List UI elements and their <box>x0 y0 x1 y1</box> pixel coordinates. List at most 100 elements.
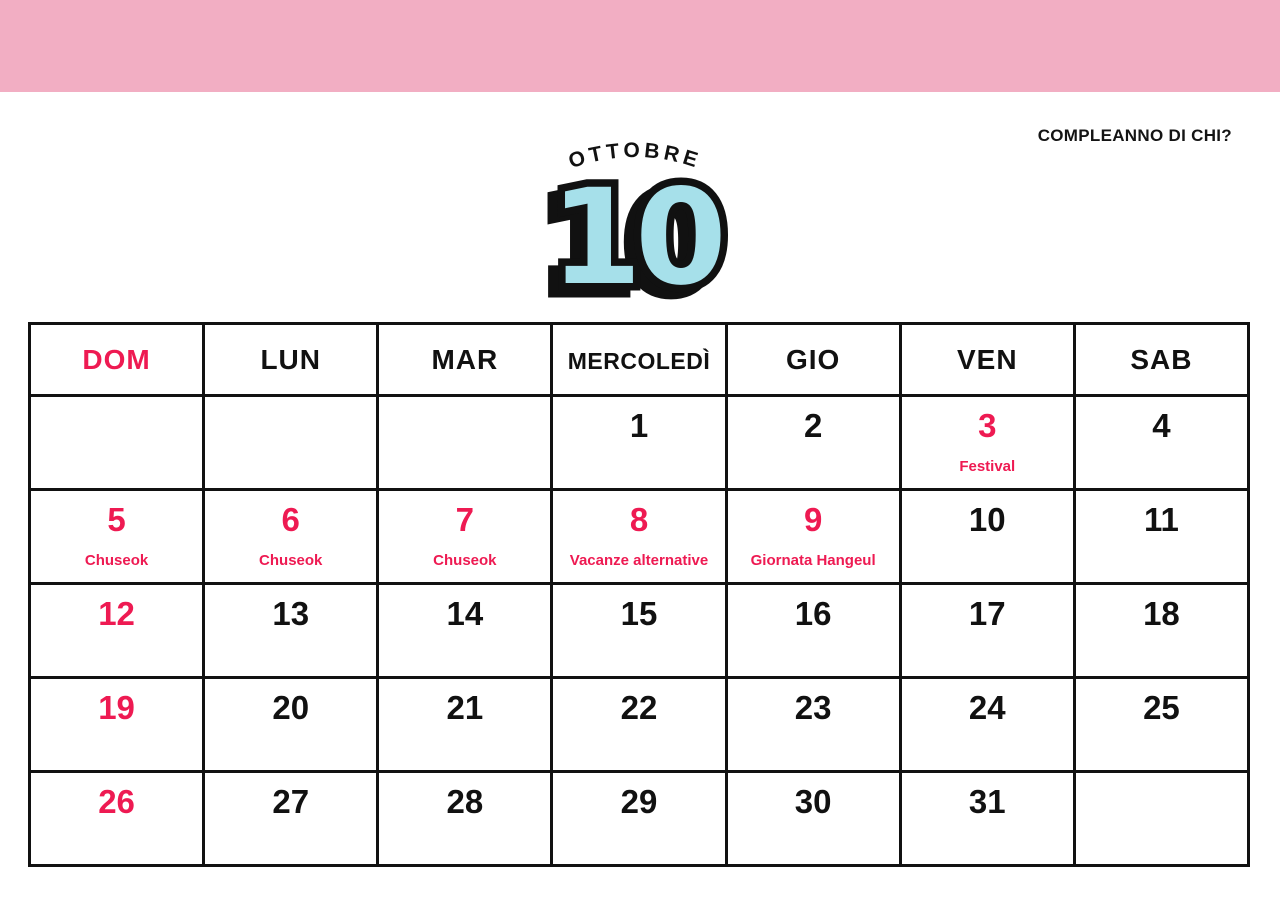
calendar-cell: 29 <box>550 770 728 867</box>
day-number: 30 <box>794 783 832 820</box>
day-number: 20 <box>272 689 310 726</box>
calendar-cell: 28 <box>376 770 554 867</box>
weekday-label: SAB <box>1130 343 1193 375</box>
corner-question-label: COMPLEANNO DI CHI? <box>1037 126 1232 145</box>
calendar-body: 1 2 3 Festival 4 5 Chuseok 6 Chuseok 7 Chuseok 8 Vac… <box>27 394 1251 867</box>
day-number: 8 <box>629 501 649 538</box>
calendar-cell: 18 <box>1072 582 1251 679</box>
day-number: 11 <box>1143 501 1179 538</box>
weekday-header: LUN <box>202 322 380 397</box>
top-banner <box>0 0 1280 92</box>
day-number: 7 <box>455 501 475 538</box>
day-number: 25 <box>1143 689 1180 726</box>
calendar-cell: 22 <box>550 676 728 773</box>
weekday-label: VEN <box>956 343 1018 375</box>
calendar-cell: 4 <box>1072 394 1251 491</box>
calendar-cell: 23 <box>724 676 902 773</box>
calendar-cell: 20 <box>202 676 380 773</box>
day-number: 16 <box>794 595 832 632</box>
calendar-cell: 26 <box>27 770 206 867</box>
weekday-header: GIO <box>724 322 902 397</box>
calendar-cell: 12 <box>27 582 206 679</box>
calendar-cell: 27 <box>202 770 380 867</box>
day-number: 29 <box>620 783 658 820</box>
calendar-week-row: 26 27 28 29 30 31 <box>27 770 1251 867</box>
day-number: 2 <box>803 407 823 444</box>
weekday-label: DOM <box>82 343 151 375</box>
event-label: Chuseok <box>259 551 323 569</box>
weekday-header: MAR <box>376 322 554 397</box>
calendar-cell: 11 <box>1072 488 1251 585</box>
day-number: 6 <box>281 501 300 538</box>
calendar-cell: 3 Festival <box>898 394 1076 491</box>
calendar-cell: 10 <box>898 488 1076 585</box>
calendar-cell: 7 Chuseok <box>376 488 554 585</box>
calendar-week-row: 19 20 21 22 23 24 25 <box>27 676 1251 773</box>
day-number: 15 <box>620 595 658 632</box>
day-number: 24 <box>968 689 1006 726</box>
weekday-label: GIO <box>785 343 841 375</box>
event-label: Giornata Hangeul <box>750 551 876 569</box>
calendar-week-row: 5 Chuseok 6 Chuseok 7 Chuseok 8 Vacanze alterna… <box>27 488 1251 585</box>
day-number: 18 <box>1143 595 1180 632</box>
calendar-cell: 19 <box>27 676 206 773</box>
day-number: 22 <box>620 689 658 726</box>
calendar-cell <box>27 394 206 491</box>
calendar-cell: 14 <box>376 582 554 679</box>
event-label: Chuseok <box>84 551 149 569</box>
calendar-cell: 31 <box>898 770 1076 867</box>
calendar-cell: 2 <box>724 394 902 491</box>
day-number: 23 <box>794 689 832 726</box>
month-number-face: 10 <box>550 161 721 300</box>
calendar-cell <box>1072 770 1251 867</box>
calendar-cell: 15 <box>550 582 728 679</box>
day-number: 14 <box>446 595 484 632</box>
calendar-cell: 1 <box>550 394 728 491</box>
event-label: Chuseok <box>433 551 497 569</box>
day-number: 27 <box>272 783 310 820</box>
day-number: 5 <box>107 501 126 538</box>
day-number: 31 <box>968 783 1006 820</box>
calendar-cell: 30 <box>724 770 902 867</box>
calendar-week-row: 1 2 3 Festival 4 <box>27 394 1251 491</box>
calendar-cell: 24 <box>898 676 1076 773</box>
calendar-cell: 9 Giornata Hangeul <box>724 488 902 585</box>
weekday-label: MAR <box>431 343 499 375</box>
day-number: 10 <box>968 501 1006 538</box>
calendar-table: DOM LUN MAR MERCOLEDÌ GIO VEN SAB 1 2 3 Festival 4… <box>27 322 1251 867</box>
day-number: 1 <box>629 407 649 444</box>
day-number: 12 <box>98 595 135 632</box>
calendar-cell: 21 <box>376 676 554 773</box>
day-number: 13 <box>272 595 310 632</box>
weekday-label: LUN <box>260 343 321 375</box>
day-number: 28 <box>446 783 484 820</box>
weekday-header: SAB <box>1072 322 1251 397</box>
month-graphic-svg: OTTOBRE 10 10 <box>533 139 735 301</box>
month-number: 10 10 <box>533 154 735 301</box>
day-number: 17 <box>968 595 1006 632</box>
weekday-header: MERCOLEDÌ <box>550 322 728 397</box>
calendar-cell: 5 Chuseok <box>27 488 206 585</box>
month-graphic: OTTOBRE 10 10 <box>533 128 737 300</box>
weekday-header: DOM <box>27 322 206 397</box>
weekday-header-row: DOM LUN MAR MERCOLEDÌ GIO VEN SAB <box>27 322 1251 397</box>
day-number: 21 <box>446 689 484 726</box>
day-number: 19 <box>98 689 135 726</box>
day-number: 26 <box>98 783 135 820</box>
event-label: Festival <box>959 457 1016 475</box>
calendar-cell: 8 Vacanze alternative <box>550 488 728 585</box>
calendar-cell: 16 <box>724 582 902 679</box>
calendar-cell: 25 <box>1072 676 1251 773</box>
calendar-week-row: 12 13 14 15 16 17 18 <box>27 582 1251 679</box>
calendar-cell <box>202 394 380 491</box>
day-number: 4 <box>1152 407 1171 444</box>
weekday-label: MERCOLEDÌ <box>567 347 711 374</box>
weekday-header: VEN <box>898 322 1076 397</box>
calendar-cell <box>376 394 554 491</box>
day-number: 3 <box>978 407 997 444</box>
calendar-cell: 6 Chuseok <box>202 488 380 585</box>
calendar-cell: 13 <box>202 582 380 679</box>
day-number: 9 <box>803 501 823 538</box>
month-number-shadow: 10 <box>540 168 711 300</box>
calendar-cell: 17 <box>898 582 1076 679</box>
